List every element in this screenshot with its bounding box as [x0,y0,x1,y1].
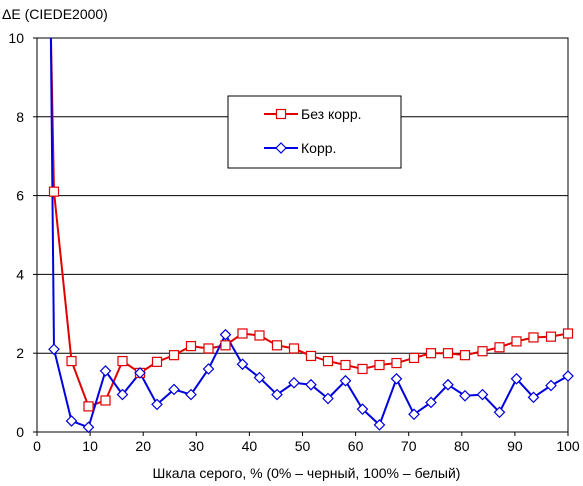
y-tick-label: 4 [16,266,24,282]
data-point-2 [168,383,180,396]
data-point-2 [271,388,283,401]
x-tick-label: 80 [454,438,470,454]
data-point-1 [48,186,60,197]
data-point-1 [66,355,77,367]
y-tick-label: 6 [16,188,24,204]
data-point-2 [185,388,197,401]
data-point-1 [511,336,522,347]
data-point-2 [48,343,60,356]
x-tick-label: 30 [189,438,205,454]
data-point-2 [219,328,232,341]
data-point-1 [117,355,128,367]
data-point-2 [527,391,540,404]
data-point-2 [202,363,215,375]
legend-items: Без корр. Корр. [264,106,362,156]
legend-label: Без корр. [301,106,362,122]
data-point-2 [373,419,386,431]
data-point-1 [442,348,454,359]
data-point-1 [425,348,437,359]
data-point-2 [134,367,146,379]
data-point-2 [545,379,557,392]
x-tick-label: 100 [556,438,580,454]
data-point-2 [459,389,471,402]
data-point-1 [288,343,300,354]
y-tick-label: 2 [16,345,24,361]
legend-swatch-marker [275,142,287,154]
data-point-2 [442,378,454,391]
data-point-1 [220,340,231,351]
series-markers-2 [48,328,574,434]
data-point-1 [459,350,471,361]
data-point-1 [203,343,214,354]
data-point-2 [305,378,317,391]
data-point-2 [408,408,420,421]
data-point-2 [510,372,523,385]
data-point-2 [339,374,352,387]
data-point-2 [151,398,163,411]
data-point-2 [493,406,506,419]
legend-label: Корр. [301,140,336,156]
y-tick-label: 8 [16,109,24,125]
data-point-2 [116,388,129,401]
y-tick-label: 10 [8,30,24,46]
data-point-1 [477,346,488,357]
data-point-2 [322,392,334,405]
x-tick-label: 70 [401,438,417,454]
x-tick-label: 50 [295,438,311,454]
x-tick-label: 90 [507,438,523,454]
data-point-1 [151,356,163,367]
data-point-1 [305,350,317,362]
y-tick-label: 0 [16,424,24,440]
data-point-1 [100,395,111,406]
x-axis-title: Шкала серого, % (0% – черный, 100% – бел… [153,465,461,481]
y-axis-title: ΔE (CIEDE2000) [2,6,108,22]
x-tick-label: 0 [33,438,41,454]
x-tick-label: 10 [82,438,98,454]
data-point-2 [65,415,78,427]
data-point-2 [476,388,489,401]
data-point-1 [562,328,574,339]
data-point-2 [82,421,95,434]
data-point-2 [390,372,403,385]
x-tick-label: 40 [242,438,258,454]
data-point-1 [545,331,557,342]
data-point-1 [374,359,385,371]
data-point-1 [185,341,197,352]
data-point-2 [236,358,249,371]
data-point-1 [494,342,505,353]
data-point-1 [271,340,283,351]
data-point-1 [254,330,265,341]
data-point-1 [391,357,402,369]
legend: Без корр. Корр. [227,95,402,169]
data-point-2 [356,403,369,415]
data-point-1 [237,328,248,339]
x-tick-label: 60 [348,438,364,454]
data-point-1 [408,352,420,364]
data-point-2 [425,396,437,409]
data-point-2 [99,365,112,377]
series-layer [48,38,574,434]
data-point-2 [288,376,300,389]
data-point-1 [357,363,368,375]
data-point-2 [253,371,266,384]
legend-swatch-marker [275,108,287,120]
data-point-1 [528,332,539,343]
legend-box [227,95,402,169]
data-point-1 [83,401,94,412]
data-point-1 [322,355,334,367]
data-point-1 [340,359,351,371]
data-point-1 [168,350,180,361]
x-tick-label: 20 [135,438,151,454]
data-point-2 [562,370,574,382]
